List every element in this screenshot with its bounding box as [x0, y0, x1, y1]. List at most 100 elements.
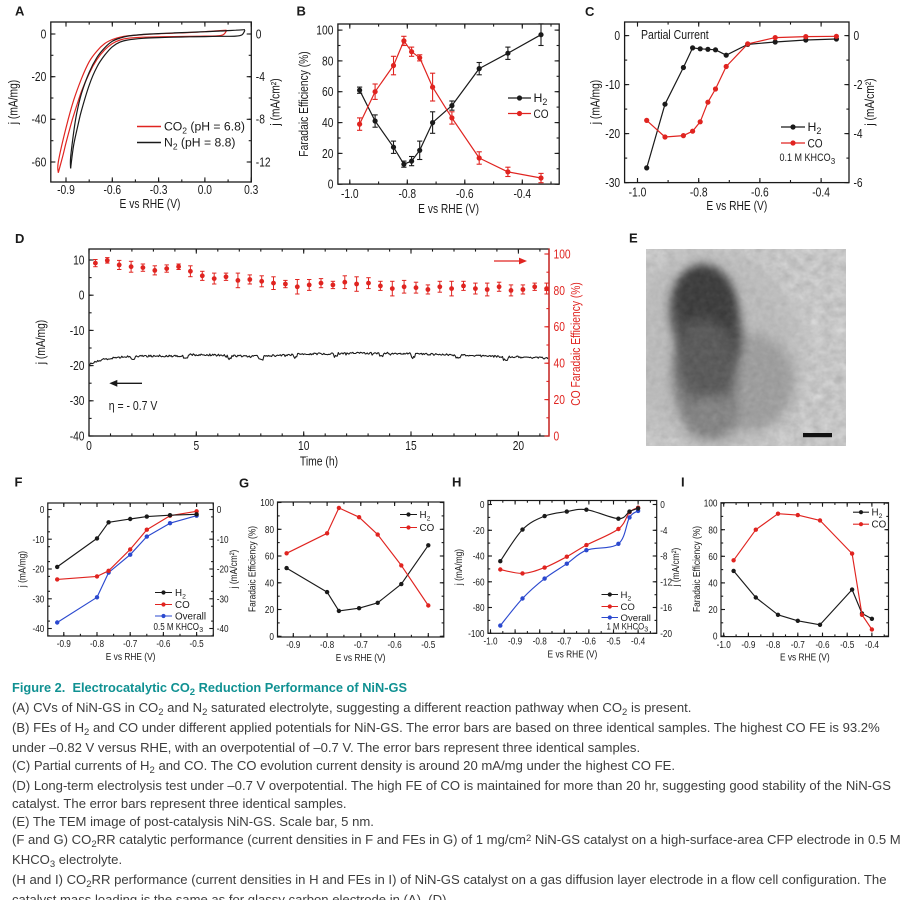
svg-text:80: 80	[708, 525, 717, 536]
svg-text:3: 3	[199, 627, 203, 634]
svg-text:-0.9: -0.9	[741, 640, 755, 651]
svg-text:-20: -20	[660, 629, 672, 640]
svg-text:-20: -20	[32, 70, 47, 84]
svg-text:-80: -80	[473, 603, 485, 614]
svg-text:1 M KHCO: 1 M KHCO	[607, 622, 645, 633]
svg-text:E vs RHE (V): E vs RHE (V)	[106, 652, 156, 663]
svg-text:20: 20	[265, 605, 274, 616]
svg-text:-60: -60	[473, 577, 485, 588]
svg-text:-10: -10	[605, 78, 620, 92]
svg-text:60: 60	[708, 552, 717, 563]
svg-text:0: 0	[480, 500, 485, 511]
svg-text:-30: -30	[605, 176, 620, 190]
svg-text:0: 0	[660, 500, 665, 511]
svg-text:CO: CO	[872, 520, 887, 531]
svg-text:-2: -2	[854, 78, 863, 92]
svg-text:-0.8: -0.8	[398, 187, 416, 201]
svg-text:j (mA/cm²): j (mA/cm²)	[269, 78, 283, 126]
svg-text:0.5 M KHCO: 0.5 M KHCO	[154, 622, 200, 633]
svg-text:0: 0	[269, 632, 274, 643]
svg-text:D: D	[15, 231, 24, 246]
svg-text:H2: H2	[621, 590, 632, 602]
svg-text:-20: -20	[605, 127, 620, 141]
svg-text:0: 0	[86, 439, 92, 453]
svg-text:E vs RHE (V): E vs RHE (V)	[548, 649, 598, 660]
svg-text:Faradaic Efficiency (%): Faradaic Efficiency (%)	[297, 51, 311, 156]
svg-text:E vs RHE (V): E vs RHE (V)	[336, 653, 386, 664]
svg-text:40: 40	[265, 578, 274, 589]
svg-text:-20: -20	[217, 565, 229, 576]
svg-text:0: 0	[40, 505, 45, 516]
svg-text:CO: CO	[808, 136, 823, 150]
svg-text:j (mA/mg): j (mA/mg)	[18, 551, 29, 588]
svg-text:-0.4: -0.4	[812, 186, 830, 200]
svg-text:CO: CO	[534, 107, 549, 121]
svg-text:-0.4: -0.4	[631, 637, 645, 648]
svg-text:j (mA/cm²): j (mA/cm²)	[863, 78, 877, 126]
svg-text:-1.0: -1.0	[341, 187, 359, 201]
svg-text:-4: -4	[854, 127, 863, 141]
svg-text:-0.7: -0.7	[791, 640, 805, 651]
svg-text:10: 10	[298, 439, 309, 453]
svg-text:CO: CO	[420, 523, 435, 534]
svg-text:-40: -40	[33, 624, 45, 635]
svg-text:G: G	[239, 476, 249, 491]
svg-text:0: 0	[554, 429, 560, 443]
svg-text:-12: -12	[660, 577, 672, 588]
svg-text:Partial Current: Partial Current	[641, 27, 709, 42]
svg-text:CO Faradaic Efficiency (%): CO Faradaic Efficiency (%)	[569, 282, 583, 406]
svg-text:N2 (pH = 8.8): N2 (pH = 8.8)	[164, 136, 235, 152]
svg-text:-60: -60	[32, 155, 47, 169]
svg-text:-6: -6	[854, 176, 863, 190]
svg-text:-0.5: -0.5	[190, 639, 204, 650]
svg-text:F: F	[15, 475, 23, 490]
svg-text:-0.6: -0.6	[456, 187, 474, 201]
svg-text:j (mA/cm²): j (mA/cm²)	[229, 550, 240, 589]
svg-text:-0.6: -0.6	[103, 183, 121, 197]
svg-text:0.3: 0.3	[244, 183, 258, 197]
svg-text:40: 40	[708, 579, 717, 590]
svg-text:-0.9: -0.9	[508, 637, 522, 648]
svg-text:-0.8: -0.8	[690, 186, 708, 200]
svg-text:-8: -8	[256, 113, 265, 127]
svg-text:-0.7: -0.7	[354, 640, 368, 651]
svg-text:-1.0: -1.0	[629, 186, 647, 200]
svg-text:80: 80	[322, 54, 333, 68]
svg-text:100: 100	[554, 247, 571, 261]
svg-text:3: 3	[644, 627, 648, 634]
svg-text:0: 0	[854, 29, 860, 43]
svg-text:-0.6: -0.6	[582, 637, 596, 648]
svg-text:20: 20	[322, 147, 333, 161]
svg-text:-0.6: -0.6	[388, 640, 402, 651]
svg-text:j (mA/mg): j (mA/mg)	[589, 80, 603, 125]
svg-text:60: 60	[554, 320, 565, 334]
svg-text:CO: CO	[175, 600, 190, 611]
svg-text:-20: -20	[33, 565, 45, 576]
svg-text:-1.0: -1.0	[483, 637, 497, 648]
svg-text:Faradaic Efficiency (%): Faradaic Efficiency (%)	[248, 526, 259, 612]
svg-text:-0.7: -0.7	[557, 637, 571, 648]
svg-text:-0.4: -0.4	[865, 640, 879, 651]
svg-text:-1.0: -1.0	[717, 640, 731, 651]
svg-text:-10: -10	[33, 535, 45, 546]
svg-text:j (mA/mg): j (mA/mg)	[34, 320, 48, 365]
svg-text:40: 40	[554, 357, 565, 371]
svg-text:100: 100	[260, 498, 274, 509]
svg-text:5: 5	[193, 439, 199, 453]
svg-text:j (mA/mg): j (mA/mg)	[454, 549, 465, 586]
svg-text:20: 20	[513, 439, 524, 453]
svg-text:E vs RHE (V): E vs RHE (V)	[418, 202, 479, 216]
svg-text:15: 15	[405, 439, 416, 453]
svg-text:0.0: 0.0	[198, 183, 212, 197]
svg-text:0.1 M KHCO: 0.1 M KHCO	[780, 152, 831, 164]
svg-text:-0.7: -0.7	[123, 639, 137, 650]
svg-text:E vs RHE (V): E vs RHE (V)	[120, 197, 181, 211]
svg-text:20: 20	[708, 605, 717, 616]
svg-text:C: C	[585, 4, 595, 19]
svg-text:-0.9: -0.9	[57, 183, 75, 197]
svg-text:-0.9: -0.9	[57, 639, 71, 650]
svg-text:j (mA/mg): j (mA/mg)	[7, 80, 21, 125]
svg-text:H2: H2	[872, 508, 883, 520]
svg-text:20: 20	[554, 393, 565, 407]
svg-text:-30: -30	[70, 394, 85, 408]
